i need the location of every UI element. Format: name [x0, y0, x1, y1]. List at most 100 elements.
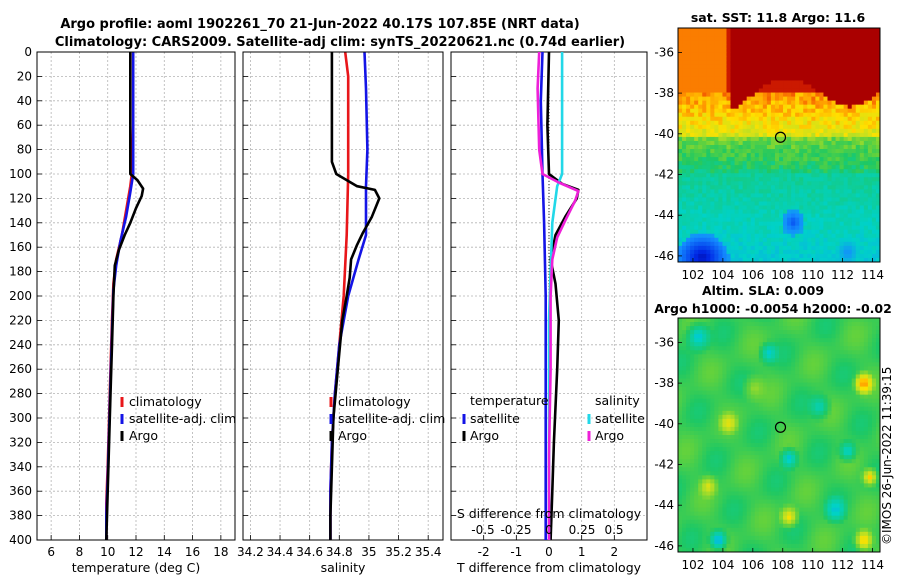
map-cell: [859, 76, 865, 82]
map-cell: [843, 201, 849, 207]
map-cell: [678, 217, 683, 223]
map-cell: [758, 169, 764, 174]
map-cell: [859, 80, 865, 86]
map-cell: [730, 120, 736, 126]
map-cell: [762, 28, 768, 33]
map-cell: [827, 358, 833, 363]
map-cell: [819, 435, 825, 440]
map-cell: [710, 48, 715, 53]
map-cell: [807, 80, 812, 86]
series-temperature-satellite-line: [539, 52, 548, 540]
map-cell: [754, 374, 760, 380]
map-cell: [766, 382, 772, 388]
map-cell: [839, 245, 845, 251]
map-cell: [839, 426, 845, 432]
map-cell: [682, 104, 687, 110]
map-cell: [831, 394, 837, 400]
map-cell: [774, 201, 780, 207]
map-cell: [750, 201, 756, 207]
map-cell: [855, 193, 861, 199]
map-cell: [714, 112, 719, 118]
map-cell: [803, 88, 808, 94]
map-cell: [779, 112, 784, 118]
map-cell: [811, 390, 816, 396]
map-cell: [750, 322, 756, 327]
map-cell: [835, 451, 841, 456]
map-cell: [770, 398, 776, 404]
map-cell: [867, 165, 873, 170]
map-cell: [698, 382, 703, 388]
x-tick-label: 10: [100, 545, 115, 559]
map-cell: [766, 245, 772, 251]
map-cell: [823, 366, 829, 372]
map-cell: [783, 398, 788, 404]
map-cell: [722, 326, 728, 331]
map-cell: [678, 60, 683, 65]
map-cell: [871, 128, 877, 134]
map-cell: [758, 350, 764, 355]
map-cell: [847, 386, 853, 392]
map-cell: [823, 394, 829, 400]
map-cell: [714, 338, 719, 343]
map-cell: [843, 241, 849, 247]
map-cell: [783, 439, 788, 444]
map-cell: [859, 169, 865, 174]
map-cell: [710, 169, 715, 174]
map-cell: [835, 342, 841, 347]
map-cell: [795, 459, 800, 464]
map-cell: [738, 390, 744, 396]
map-cell: [690, 386, 695, 392]
map-cell: [855, 334, 861, 339]
map-cell: [783, 36, 788, 41]
map-cell: [839, 439, 845, 444]
map-cell: [831, 350, 837, 355]
map-cell: [799, 136, 804, 142]
map-cell: [718, 136, 724, 142]
map-y-tick-label: -40: [654, 127, 674, 141]
map-cell: [855, 185, 861, 190]
map-cell: [807, 136, 812, 142]
map-cell: [698, 342, 703, 347]
map-cell: [847, 245, 853, 251]
map-cell: [734, 197, 740, 203]
map-cell: [718, 253, 724, 259]
map-cell: [831, 410, 837, 416]
map-cell: [843, 32, 849, 37]
map-cell: [738, 229, 744, 235]
map-cell: [690, 40, 695, 45]
map-cell: [690, 28, 695, 33]
map-cell: [738, 414, 744, 420]
map-cell: [754, 426, 760, 432]
map-cell: [799, 48, 804, 53]
map-cell: [682, 209, 687, 215]
map-cell: [746, 430, 752, 436]
map-cell: [799, 44, 804, 49]
map-cell: [770, 374, 776, 380]
map-cell: [774, 165, 780, 170]
map-cell: [859, 435, 865, 440]
map-cell: [827, 173, 833, 178]
map-cell: [819, 197, 825, 203]
map-cell: [855, 439, 861, 444]
map-cell: [726, 338, 732, 343]
map-cell: [875, 229, 880, 235]
map-cell: [871, 217, 877, 223]
map-cell: [686, 104, 691, 110]
map-cell: [791, 370, 796, 376]
map-cell: [823, 76, 829, 82]
map-cell: [682, 410, 687, 416]
map-cell: [690, 181, 695, 186]
map-cell: [783, 32, 788, 37]
map-cell: [795, 402, 800, 408]
map-cell: [758, 354, 764, 359]
map-cell: [718, 406, 724, 412]
map-cell: [678, 346, 683, 351]
map-cell: [803, 225, 808, 231]
map-cell: [690, 157, 695, 162]
map-cell: [742, 32, 748, 37]
map-cell: [779, 398, 784, 404]
map-cell: [811, 68, 816, 73]
map-cell: [791, 330, 796, 335]
map-cell: [827, 112, 833, 118]
